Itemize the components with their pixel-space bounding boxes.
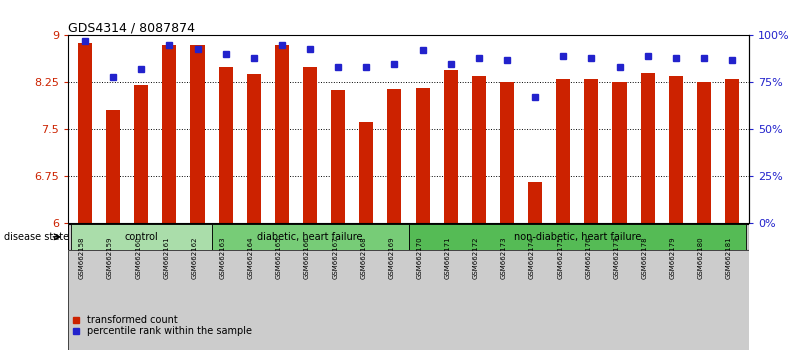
- Bar: [528, 182, 542, 223]
- Bar: [669, 76, 682, 223]
- Bar: [219, 67, 232, 223]
- FancyBboxPatch shape: [68, 224, 749, 250]
- Bar: [191, 45, 204, 223]
- Text: transformed count: transformed count: [87, 315, 177, 325]
- FancyBboxPatch shape: [409, 224, 746, 250]
- Text: GSM662178: GSM662178: [642, 236, 648, 279]
- FancyBboxPatch shape: [68, 250, 749, 350]
- Text: GSM662163: GSM662163: [219, 236, 226, 279]
- Bar: [78, 43, 92, 223]
- FancyBboxPatch shape: [71, 224, 211, 250]
- Text: GSM662164: GSM662164: [248, 236, 254, 279]
- Text: percentile rank within the sample: percentile rank within the sample: [87, 326, 252, 336]
- Text: control: control: [124, 232, 158, 242]
- Text: GSM662171: GSM662171: [445, 236, 451, 279]
- Bar: [331, 90, 345, 223]
- Bar: [163, 45, 176, 223]
- Text: GSM662166: GSM662166: [304, 236, 310, 279]
- Text: GSM662168: GSM662168: [360, 236, 366, 279]
- Text: GSM662177: GSM662177: [614, 236, 619, 279]
- Bar: [500, 82, 514, 223]
- Text: GSM662170: GSM662170: [417, 236, 423, 279]
- Text: GSM662165: GSM662165: [276, 236, 282, 279]
- Bar: [247, 74, 261, 223]
- Text: GSM662173: GSM662173: [501, 236, 507, 279]
- Bar: [135, 85, 148, 223]
- Bar: [444, 70, 457, 223]
- Text: GSM662179: GSM662179: [670, 236, 676, 279]
- Bar: [303, 67, 317, 223]
- Text: GSM662169: GSM662169: [388, 236, 394, 279]
- FancyBboxPatch shape: [211, 224, 409, 250]
- Bar: [416, 88, 429, 223]
- Text: non-diabetic, heart failure: non-diabetic, heart failure: [513, 232, 641, 242]
- Text: GDS4314 / 8087874: GDS4314 / 8087874: [68, 21, 195, 34]
- Text: diabetic, heart failure: diabetic, heart failure: [257, 232, 363, 242]
- Text: GSM662172: GSM662172: [473, 236, 479, 279]
- Text: GSM662175: GSM662175: [557, 236, 563, 279]
- Bar: [275, 45, 289, 223]
- Text: GSM662160: GSM662160: [135, 236, 141, 279]
- Bar: [697, 82, 711, 223]
- Bar: [556, 79, 570, 223]
- Bar: [725, 79, 739, 223]
- Text: GSM662174: GSM662174: [529, 236, 535, 279]
- Text: GSM662176: GSM662176: [586, 236, 591, 279]
- Text: GSM662159: GSM662159: [107, 236, 113, 279]
- Text: GSM662180: GSM662180: [698, 236, 704, 279]
- Bar: [472, 76, 486, 223]
- Bar: [360, 122, 373, 223]
- Text: disease state: disease state: [4, 232, 69, 242]
- Text: GSM662162: GSM662162: [191, 236, 198, 279]
- Text: GSM662158: GSM662158: [79, 236, 85, 279]
- Bar: [388, 88, 401, 223]
- Bar: [106, 110, 120, 223]
- Text: GSM662161: GSM662161: [163, 236, 169, 279]
- Bar: [641, 73, 654, 223]
- Text: GSM662181: GSM662181: [726, 236, 732, 279]
- Text: GSM662167: GSM662167: [332, 236, 338, 279]
- Bar: [613, 82, 626, 223]
- Bar: [585, 79, 598, 223]
